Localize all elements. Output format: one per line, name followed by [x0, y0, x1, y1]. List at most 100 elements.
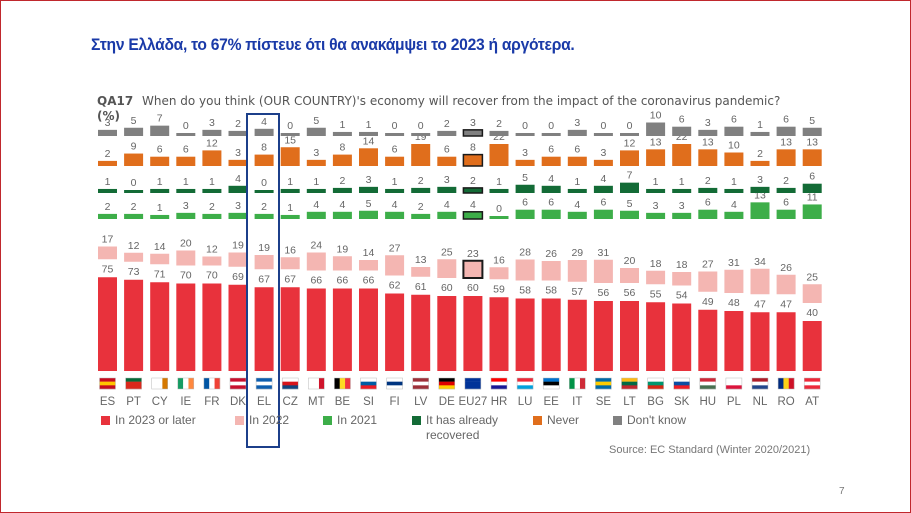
- value-label: 1: [209, 176, 215, 188]
- bar-in-2022-nl: [750, 268, 770, 295]
- value-label: 70: [180, 270, 192, 282]
- flag-cz-icon: [281, 377, 299, 390]
- bar-never-hr: [489, 144, 509, 166]
- bar-in-2021-mt: [306, 211, 326, 219]
- bar-never-dk: [228, 159, 248, 166]
- value-label: 0: [131, 177, 137, 189]
- bar-in-2023-or-later-cz: [280, 287, 300, 371]
- bar-already-recovered-cz: [280, 188, 300, 193]
- value-label: 0: [287, 120, 293, 132]
- bar-already-recovered-at: [802, 183, 822, 193]
- legend-item-in-2022: In 2022: [235, 413, 289, 428]
- bar-never-it: [567, 156, 587, 166]
- bar-in-2021-bg: [646, 212, 666, 219]
- bar-in-2022-es: [98, 246, 117, 260]
- bar-already-recovered-mt: [306, 188, 326, 193]
- value-label: 1: [679, 176, 685, 188]
- legend-swatch: [101, 416, 110, 425]
- bar-never-eu27: [462, 153, 484, 167]
- bar-never-ee: [541, 156, 561, 166]
- legend-item-in-2023-or-later: In 2023 or later: [101, 413, 196, 428]
- value-label: 15: [284, 134, 296, 146]
- bar-in-2021-fi: [385, 211, 405, 219]
- value-label: 60: [467, 282, 479, 294]
- legend-label: In 2021: [337, 413, 378, 427]
- bar-never-nl: [750, 160, 770, 166]
- value-label: 19: [232, 240, 244, 252]
- value-label: 12: [128, 240, 140, 252]
- bar-dont-know-be: [332, 131, 352, 136]
- bar-already-recovered-si: [359, 186, 378, 193]
- category-label-nl: NL: [753, 396, 768, 408]
- value-label: 62: [389, 280, 401, 292]
- bar-in-2021-hu: [698, 209, 718, 219]
- bar-never-lu: [515, 159, 535, 166]
- value-label: 40: [806, 307, 818, 319]
- value-label: 3: [183, 200, 189, 212]
- bar-in-2021-es: [98, 213, 117, 219]
- bar-in-2021-fr: [202, 213, 222, 219]
- legend-label: In 2022: [249, 413, 290, 427]
- value-label: 19: [337, 243, 349, 255]
- bar-dont-know-mt: [306, 127, 326, 136]
- bar-in-2022-bg: [646, 270, 666, 285]
- value-label: 0: [392, 120, 398, 132]
- value-label: 60: [441, 282, 453, 294]
- value-label: 3: [105, 117, 111, 129]
- legend-swatch: [613, 416, 622, 425]
- value-label: 3: [366, 174, 372, 186]
- value-label: 13: [754, 189, 766, 201]
- value-label: 48: [728, 297, 740, 309]
- value-label: 47: [780, 298, 792, 310]
- bar-never-at: [802, 149, 822, 166]
- bar-already-recovered-lt: [620, 182, 639, 193]
- value-label: 61: [415, 281, 427, 293]
- bar-in-2023-or-later-si: [359, 288, 378, 371]
- bar-in-2022-dk: [228, 252, 248, 267]
- category-label-pt: PT: [126, 396, 141, 408]
- category-label-hu: HU: [699, 396, 716, 408]
- bar-dont-know-eu27: [462, 129, 484, 137]
- bar-never-fi: [385, 156, 405, 166]
- legend-label: Don't know: [627, 413, 686, 427]
- value-label: 13: [780, 136, 792, 148]
- value-label: 6: [783, 114, 789, 126]
- value-label: 4: [731, 199, 737, 211]
- flag-cy-icon: [151, 377, 168, 390]
- bar-in-2021-ee: [541, 209, 561, 219]
- bar-in-2022-lu: [515, 259, 535, 281]
- bar-dont-know-at: [802, 127, 822, 136]
- value-label: 6: [392, 144, 398, 156]
- bar-in-2023-or-later-ro: [776, 312, 796, 371]
- source-note: Source: EC Standard (Winter 2020/2021): [609, 444, 811, 456]
- value-label: 3: [470, 117, 476, 129]
- value-label: 18: [676, 259, 688, 271]
- value-label: 2: [339, 175, 345, 187]
- legend-swatch: [533, 416, 542, 425]
- bar-in-2021-at: [802, 204, 822, 219]
- value-label: 4: [574, 199, 580, 211]
- value-label: 12: [624, 137, 636, 149]
- bar-in-2022-el: [254, 255, 274, 270]
- value-label: 19: [415, 131, 427, 143]
- value-label: 67: [284, 273, 296, 285]
- legend-label: Never: [547, 413, 580, 427]
- value-label: 66: [337, 275, 349, 287]
- category-label-cz: CZ: [283, 396, 298, 408]
- value-label: 26: [545, 248, 557, 260]
- value-label: 7: [627, 170, 633, 182]
- bar-dont-know-sk: [672, 126, 692, 136]
- value-label: 3: [679, 200, 685, 212]
- value-label: 19: [258, 242, 270, 254]
- value-label: 0: [627, 120, 633, 132]
- value-label: 3: [705, 117, 711, 129]
- bar-in-2022-cz: [280, 257, 300, 270]
- bar-in-2023-or-later-de: [437, 296, 457, 371]
- value-label: 17: [102, 234, 114, 246]
- bar-in-2021-eu27: [462, 211, 484, 220]
- flag-lv-icon: [412, 377, 429, 390]
- bar-in-2021-lv: [411, 213, 431, 219]
- bar-in-2022-se: [593, 259, 613, 283]
- value-label: 59: [493, 283, 505, 295]
- value-label: 4: [261, 116, 267, 128]
